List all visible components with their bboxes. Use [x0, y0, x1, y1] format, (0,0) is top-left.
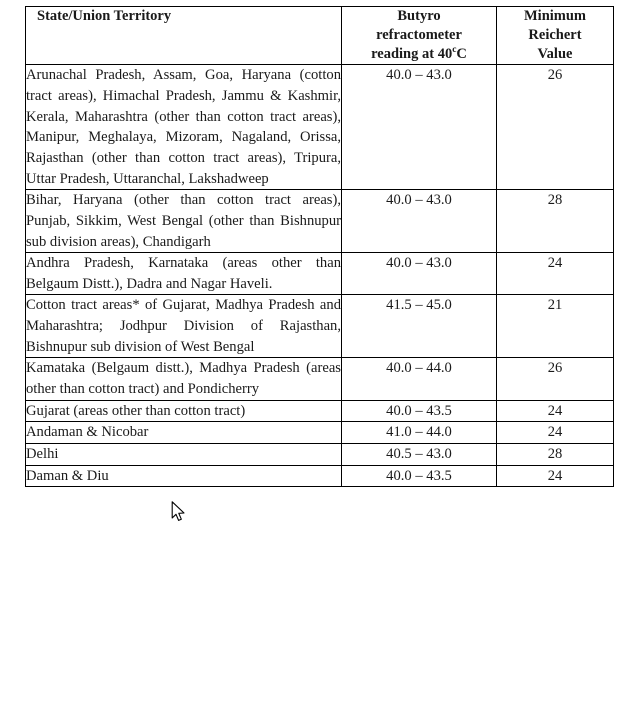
state-text: Bihar, Haryana (other than cotton tract …: [26, 192, 341, 250]
cell-butyro: 41.5 – 45.0: [341, 294, 497, 359]
state-text: Arunachal Pradesh, Assam, Goa, Haryana (…: [26, 67, 341, 187]
cell-state: Gujarat (areas other than cotton tract): [25, 399, 342, 423]
cell-reichert: 24: [496, 421, 614, 444]
table-row: Bihar, Haryana (other than cotton tract …: [25, 189, 614, 254]
header-row: State/Union Territory Butyro refractomet…: [25, 5, 614, 66]
cell-state: Andhra Pradesh, Karnataka (areas other t…: [25, 252, 342, 296]
column-header-state: State/Union Territory: [25, 5, 342, 66]
butyro-header-line-3-prefix: reading at 40: [371, 46, 453, 63]
specification-table: State/Union Territory Butyro refractomet…: [25, 5, 614, 488]
state-text: Delhi: [26, 445, 59, 462]
reichert-header-line-3: Value: [537, 46, 573, 63]
cell-butyro: 41.0 – 44.0: [341, 421, 497, 444]
table-row: Daman & Diu 40.0 – 43.5 24: [25, 464, 614, 488]
degree-superscript-c: c: [452, 45, 457, 56]
cell-reichert: 26: [496, 64, 614, 191]
cell-state: Cotton tract areas* of Gujarat, Madhya P…: [25, 294, 342, 359]
butyro-header-line-3-suffix: C: [456, 46, 467, 63]
table-row: Gujarat (areas other than cotton tract) …: [25, 399, 614, 423]
cell-butyro: 40.0 – 43.0: [341, 189, 497, 254]
table-row: Kamataka (Belgaum distt.), Madhya Prades…: [25, 357, 614, 401]
cell-state: Arunachal Pradesh, Assam, Goa, Haryana (…: [25, 64, 342, 191]
table-row: Andaman & Nicobar 41.0 – 44.0 24: [25, 421, 614, 444]
reichert-header-line-1: Minimum: [523, 8, 587, 24]
cell-state: Kamataka (Belgaum distt.), Madhya Prades…: [25, 357, 342, 401]
cell-reichert: 24: [496, 464, 614, 488]
cell-butyro: 40.0 – 43.5: [341, 464, 497, 488]
table-row: Arunachal Pradesh, Assam, Goa, Haryana (…: [25, 64, 614, 191]
state-text: Cotton tract areas* of Gujarat, Madhya P…: [26, 297, 341, 355]
column-header-butyro: Butyro refractometer reading at 40cC: [341, 5, 497, 66]
cell-butyro: 40.0 – 44.0: [341, 357, 497, 401]
state-text: Gujarat (areas other than cotton tract): [26, 402, 246, 419]
cell-reichert: 21: [496, 294, 614, 359]
cell-reichert: 24: [496, 399, 614, 423]
state-text: Andaman & Nicobar: [26, 424, 149, 441]
reichert-header-line-2: Reichert: [528, 27, 582, 44]
cell-reichert: 28: [496, 189, 614, 254]
state-text: Andhra Pradesh, Karnataka (areas other t…: [26, 255, 341, 292]
cell-state: Daman & Diu: [25, 464, 342, 488]
cell-butyro: 40.0 – 43.0: [341, 252, 497, 296]
state-text: Kamataka (Belgaum distt.), Madhya Prades…: [26, 360, 341, 397]
cell-state: Andaman & Nicobar: [25, 421, 342, 444]
butyro-header-line-1: Butyro: [397, 8, 441, 24]
cell-reichert: 24: [496, 252, 614, 296]
state-text: Daman & Diu: [26, 467, 109, 484]
table-row: Delhi 40.5 – 43.0 28: [25, 442, 614, 466]
butyro-header-line-2: refractometer: [376, 27, 462, 44]
cell-reichert: 28: [496, 442, 614, 466]
cell-butyro: 40.5 – 43.0: [341, 442, 497, 466]
column-header-reichert: Minimum Reichert Value: [496, 5, 614, 66]
mouse-cursor-icon: [171, 501, 185, 521]
cell-reichert: 26: [496, 357, 614, 401]
table-row: Cotton tract areas* of Gujarat, Madhya P…: [25, 294, 614, 359]
table-header: State/Union Territory Butyro refractomet…: [25, 5, 614, 66]
cell-butyro: 40.0 – 43.5: [341, 399, 497, 423]
table-body: Arunachal Pradesh, Assam, Goa, Haryana (…: [25, 64, 614, 488]
cell-state: Bihar, Haryana (other than cotton tract …: [25, 189, 342, 254]
cell-butyro: 40.0 – 43.0: [341, 64, 497, 191]
table-row: Andhra Pradesh, Karnataka (areas other t…: [25, 252, 614, 296]
cell-state: Delhi: [25, 442, 342, 466]
